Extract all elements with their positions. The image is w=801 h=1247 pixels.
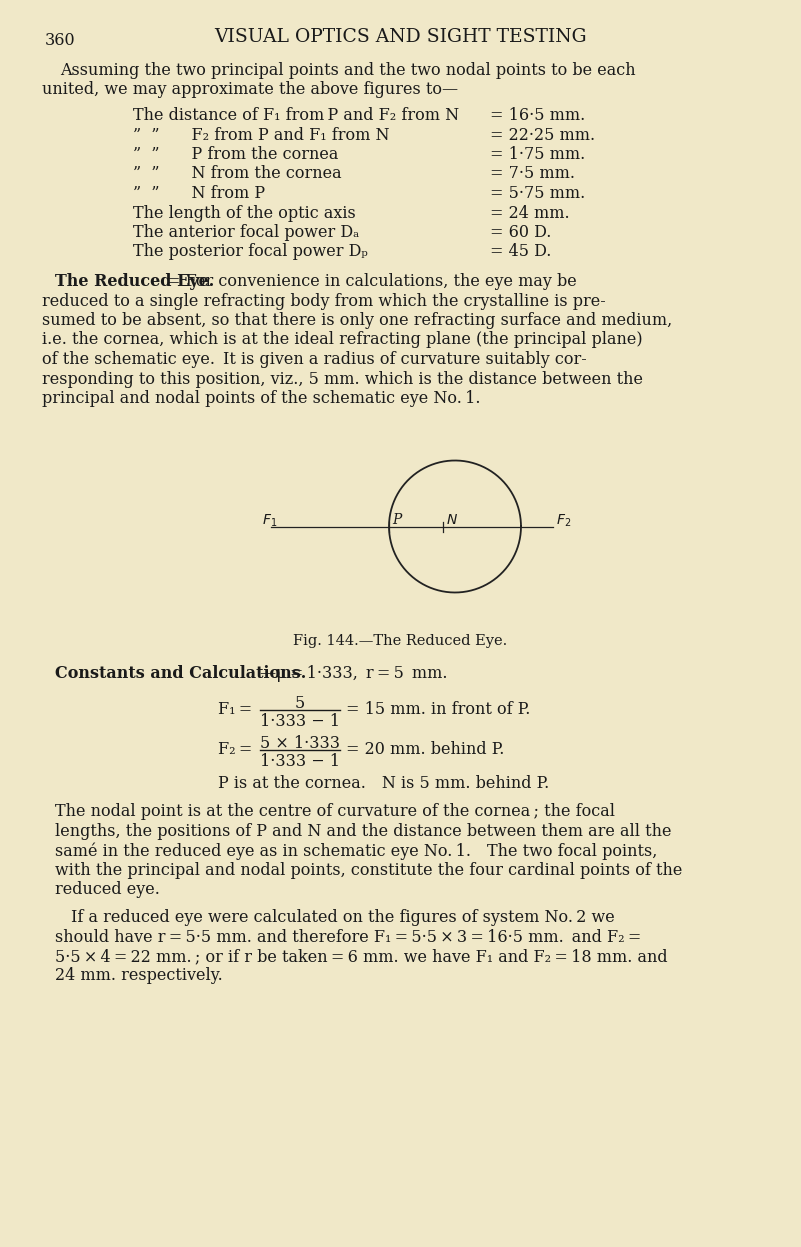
- Text: 5 × 1·333: 5 × 1·333: [260, 736, 340, 752]
- Text: of the schematic eye. It is given a radius of curvature suitably cor-: of the schematic eye. It is given a radi…: [42, 350, 587, 368]
- Text: VISUAL OPTICS AND SIGHT TESTING: VISUAL OPTICS AND SIGHT TESTING: [214, 27, 586, 46]
- Text: The distance of F₁ from P and F₂ from N: The distance of F₁ from P and F₂ from N: [133, 107, 459, 123]
- Text: $\it{F}$$_1$: $\it{F}$$_1$: [262, 513, 278, 529]
- Text: = For convenience in calculations, the eye may be: = For convenience in calculations, the e…: [167, 273, 577, 291]
- Text: reduced eye.: reduced eye.: [55, 882, 160, 899]
- Text: The anterior focal power Dₐ: The anterior focal power Dₐ: [133, 224, 360, 241]
- Text: 5: 5: [295, 696, 305, 712]
- Text: = 45 D.: = 45 D.: [490, 243, 551, 261]
- Text: ”  ”  N from the cornea: ” ” N from the cornea: [133, 166, 341, 182]
- Text: i.e. the cornea, which is at the ideal refracting plane (the principal plane): i.e. the cornea, which is at the ideal r…: [42, 332, 642, 348]
- Text: 24 mm. respectively.: 24 mm. respectively.: [55, 968, 223, 984]
- Text: The posterior focal power Dₚ: The posterior focal power Dₚ: [133, 243, 368, 261]
- Text: Constants and Calculations.: Constants and Calculations.: [55, 666, 306, 682]
- Text: = 5·75 mm.: = 5·75 mm.: [490, 185, 586, 202]
- Text: The length of the optic axis: The length of the optic axis: [133, 205, 356, 222]
- Text: 5·5 × 4 = 22 mm. ; or if r be taken = 6 mm. we have F₁ and F₂ = 18 mm. and: 5·5 × 4 = 22 mm. ; or if r be taken = 6 …: [55, 948, 667, 965]
- Text: —μ = 1·333, r = 5 mm.: —μ = 1·333, r = 5 mm.: [260, 666, 448, 682]
- Text: = 15 mm. in front of P.: = 15 mm. in front of P.: [346, 702, 530, 718]
- Text: 1·333 − 1: 1·333 − 1: [260, 752, 340, 769]
- Text: F₁ =: F₁ =: [218, 702, 252, 718]
- Text: should have r = 5·5 mm. and therefore F₁ = 5·5 × 3 = 16·5 mm. and F₂ =: should have r = 5·5 mm. and therefore F₁…: [55, 929, 642, 945]
- Text: F₂ =: F₂ =: [218, 742, 252, 758]
- Text: $\it{N}$: $\it{N}$: [446, 513, 458, 526]
- Text: P: P: [392, 513, 401, 526]
- Text: = 7·5 mm.: = 7·5 mm.: [490, 166, 575, 182]
- Text: united, we may approximate the above figures to—: united, we may approximate the above fig…: [42, 81, 458, 99]
- Text: principal and nodal points of the schematic eye No. 1.: principal and nodal points of the schema…: [42, 390, 481, 407]
- Text: The nodal point is at the centre of curvature of the cornea ; the focal: The nodal point is at the centre of curv…: [55, 803, 615, 821]
- Text: = 60 D.: = 60 D.: [490, 224, 551, 241]
- Text: 360: 360: [45, 32, 75, 49]
- Text: ”  ”  P from the cornea: ” ” P from the cornea: [133, 146, 338, 163]
- Text: = 20 mm. behind P.: = 20 mm. behind P.: [346, 742, 505, 758]
- Text: = 16·5 mm.: = 16·5 mm.: [490, 107, 586, 123]
- Text: ”  ”  N from P: ” ” N from P: [133, 185, 265, 202]
- Text: $\it{F}$$_2$: $\it{F}$$_2$: [556, 513, 571, 529]
- Text: samé in the reduced eye as in schematic eye No. 1.  The two focal points,: samé in the reduced eye as in schematic …: [55, 843, 658, 860]
- Text: P is at the cornea.  N is 5 mm. behind P.: P is at the cornea. N is 5 mm. behind P.: [218, 776, 549, 793]
- Text: = 1·75 mm.: = 1·75 mm.: [490, 146, 586, 163]
- Text: If a reduced eye were calculated on the figures of system No. 2 we: If a reduced eye were calculated on the …: [55, 909, 614, 927]
- Text: 1·333 − 1: 1·333 − 1: [260, 712, 340, 729]
- Text: responding to this position, viz., 5 mm. which is the distance between the: responding to this position, viz., 5 mm.…: [42, 370, 643, 388]
- Text: The Reduced Eye.: The Reduced Eye.: [55, 273, 214, 291]
- Text: ”  ”  F₂ from P and F₁ from N: ” ” F₂ from P and F₁ from N: [133, 126, 389, 143]
- Text: reduced to a single refracting body from which the crystalline is pre-: reduced to a single refracting body from…: [42, 293, 606, 309]
- Text: = 24 mm.: = 24 mm.: [490, 205, 570, 222]
- Text: Assuming the two principal points and the two nodal points to be each: Assuming the two principal points and th…: [60, 62, 636, 79]
- Text: lengths, the positions of P and N and the distance between them are all the: lengths, the positions of P and N and th…: [55, 823, 671, 840]
- Text: Fig. 144.—The Reduced Eye.: Fig. 144.—The Reduced Eye.: [293, 633, 507, 647]
- Text: with the principal and nodal points, constitute the four cardinal points of the: with the principal and nodal points, con…: [55, 862, 682, 879]
- Text: = 22·25 mm.: = 22·25 mm.: [490, 126, 595, 143]
- Text: sumed to be absent, so that there is only one refracting surface and medium,: sumed to be absent, so that there is onl…: [42, 312, 672, 329]
